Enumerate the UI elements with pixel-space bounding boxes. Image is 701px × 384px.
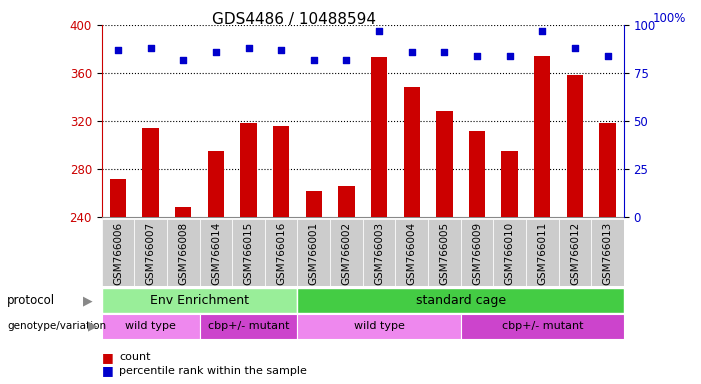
Point xyxy=(275,47,287,53)
Text: GSM766007: GSM766007 xyxy=(146,222,156,285)
Text: wild type: wild type xyxy=(353,321,404,331)
Text: ▶: ▶ xyxy=(83,294,93,307)
Text: cbp+/- mutant: cbp+/- mutant xyxy=(501,321,583,331)
Text: GSM766008: GSM766008 xyxy=(178,222,189,285)
Bar xyxy=(297,314,461,339)
Point xyxy=(308,56,320,63)
Bar xyxy=(461,219,494,286)
Text: GSM766014: GSM766014 xyxy=(211,222,221,285)
Bar xyxy=(273,126,290,217)
Text: GSM766002: GSM766002 xyxy=(341,222,351,285)
Text: GSM766011: GSM766011 xyxy=(537,222,547,285)
Bar xyxy=(501,151,518,217)
Bar xyxy=(559,219,591,286)
Bar xyxy=(534,56,550,217)
Text: count: count xyxy=(119,352,151,362)
Text: GSM766010: GSM766010 xyxy=(505,222,515,285)
Point xyxy=(602,53,613,59)
Point xyxy=(210,49,222,55)
Point xyxy=(439,49,450,55)
Text: 100%: 100% xyxy=(653,12,686,25)
Text: wild type: wild type xyxy=(125,321,176,331)
Bar xyxy=(591,219,624,286)
Text: GSM766009: GSM766009 xyxy=(472,222,482,285)
Point xyxy=(177,56,189,63)
Text: protocol: protocol xyxy=(7,294,55,307)
Bar xyxy=(339,186,355,217)
Bar xyxy=(200,219,232,286)
Bar xyxy=(371,57,387,217)
Text: ■: ■ xyxy=(102,351,114,364)
Bar xyxy=(265,219,297,286)
Bar xyxy=(469,131,485,217)
Text: genotype/variation: genotype/variation xyxy=(7,321,106,331)
Bar xyxy=(428,219,461,286)
Text: percentile rank within the sample: percentile rank within the sample xyxy=(119,366,307,376)
Bar xyxy=(232,219,265,286)
Bar xyxy=(142,128,158,217)
Bar xyxy=(297,288,624,313)
Bar xyxy=(200,314,297,339)
Point xyxy=(145,45,156,51)
Point xyxy=(341,56,352,63)
Bar xyxy=(207,151,224,217)
Point xyxy=(537,28,548,34)
Text: GSM766016: GSM766016 xyxy=(276,222,286,285)
Point xyxy=(569,45,580,51)
Bar xyxy=(330,219,363,286)
Bar xyxy=(436,111,453,217)
Text: cbp+/- mutant: cbp+/- mutant xyxy=(207,321,290,331)
Point xyxy=(374,28,385,34)
Point xyxy=(504,53,515,59)
Text: GSM766004: GSM766004 xyxy=(407,222,416,285)
Text: ▶: ▶ xyxy=(88,320,98,333)
Bar xyxy=(297,219,330,286)
Bar xyxy=(395,219,428,286)
Bar xyxy=(461,314,624,339)
Text: Env Enrichment: Env Enrichment xyxy=(150,294,249,307)
Text: GSM766006: GSM766006 xyxy=(113,222,123,285)
Text: GSM766001: GSM766001 xyxy=(309,222,319,285)
Text: GSM766013: GSM766013 xyxy=(603,222,613,285)
Bar xyxy=(526,219,559,286)
Bar xyxy=(240,123,257,217)
Point xyxy=(243,45,254,51)
Text: GSM766015: GSM766015 xyxy=(243,222,254,285)
Bar xyxy=(135,219,167,286)
Text: GDS4486 / 10488594: GDS4486 / 10488594 xyxy=(212,12,376,26)
Bar xyxy=(102,219,135,286)
Bar xyxy=(567,75,583,217)
Text: GSM766005: GSM766005 xyxy=(440,222,449,285)
Text: standard cage: standard cage xyxy=(416,294,505,307)
Text: GSM766012: GSM766012 xyxy=(570,222,580,285)
Point xyxy=(471,53,482,59)
Bar xyxy=(175,207,191,217)
Bar xyxy=(494,219,526,286)
Bar xyxy=(306,190,322,217)
Bar xyxy=(599,123,615,217)
Bar xyxy=(167,219,200,286)
Point xyxy=(406,49,417,55)
Bar xyxy=(404,87,420,217)
Bar xyxy=(102,314,200,339)
Bar xyxy=(363,219,395,286)
Bar xyxy=(110,179,126,217)
Bar xyxy=(102,288,297,313)
Text: ■: ■ xyxy=(102,364,114,377)
Text: GSM766003: GSM766003 xyxy=(374,222,384,285)
Point xyxy=(112,47,123,53)
